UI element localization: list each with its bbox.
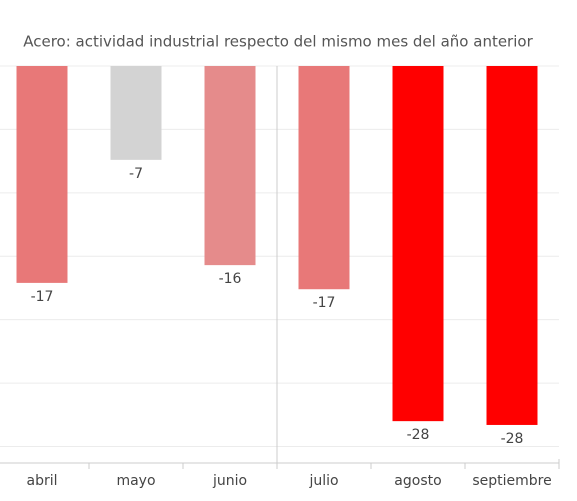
bar	[16, 66, 68, 283]
x-tick-label: abril	[26, 473, 57, 489]
data-label: -17	[31, 289, 54, 305]
x-tick-label: junio	[212, 473, 247, 489]
x-tick-label: septiembre	[472, 473, 551, 489]
bar	[110, 66, 162, 160]
x-tick-label: mayo	[116, 473, 155, 489]
x-tick-label: agosto	[394, 473, 441, 489]
chart-title: Acero: actividad industrial respecto del…	[23, 33, 533, 51]
bar	[204, 66, 256, 266]
data-label: -28	[407, 427, 430, 443]
bar	[298, 66, 350, 290]
data-label: -28	[501, 431, 524, 447]
data-label: -17	[313, 295, 336, 311]
data-label: -16	[219, 271, 242, 287]
data-label: -7	[129, 166, 143, 182]
x-tick-label: julio	[308, 473, 338, 489]
bar	[486, 66, 538, 425]
bar	[392, 66, 444, 422]
